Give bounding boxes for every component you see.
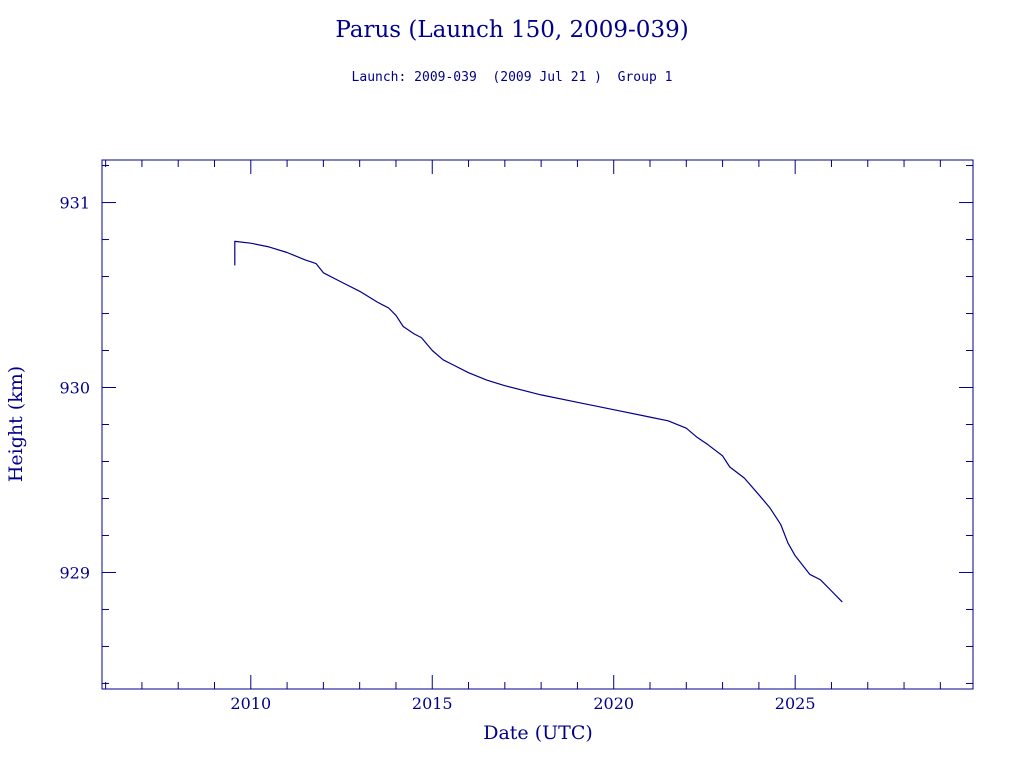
x-tick-label: 2020 [593,694,634,713]
x-tick-label: 2010 [230,694,271,713]
axis-tick-labels: 2010 2015 2020 2025 929 930 931 [59,194,815,713]
plot-frame [101,159,974,690]
y-tick-label: 929 [59,563,90,582]
x-tick-label: 2015 [412,694,453,713]
height-series-line-1 [234,240,843,603]
series-layer [234,240,843,603]
x-tick-label: 2025 [775,694,816,713]
chart-title: Parus (Launch 150, 2009-039) [335,17,688,43]
y-tick-label: 931 [59,194,90,213]
chart-subtitle: Launch: 2009-039 (2009 Jul 21 ) Group 1 [352,70,673,85]
y-axis-label: Height (km) [5,366,27,482]
axis-ticks [102,160,973,689]
y-tick-label: 930 [59,379,90,398]
x-axis-label: Date (UTC) [483,722,593,744]
